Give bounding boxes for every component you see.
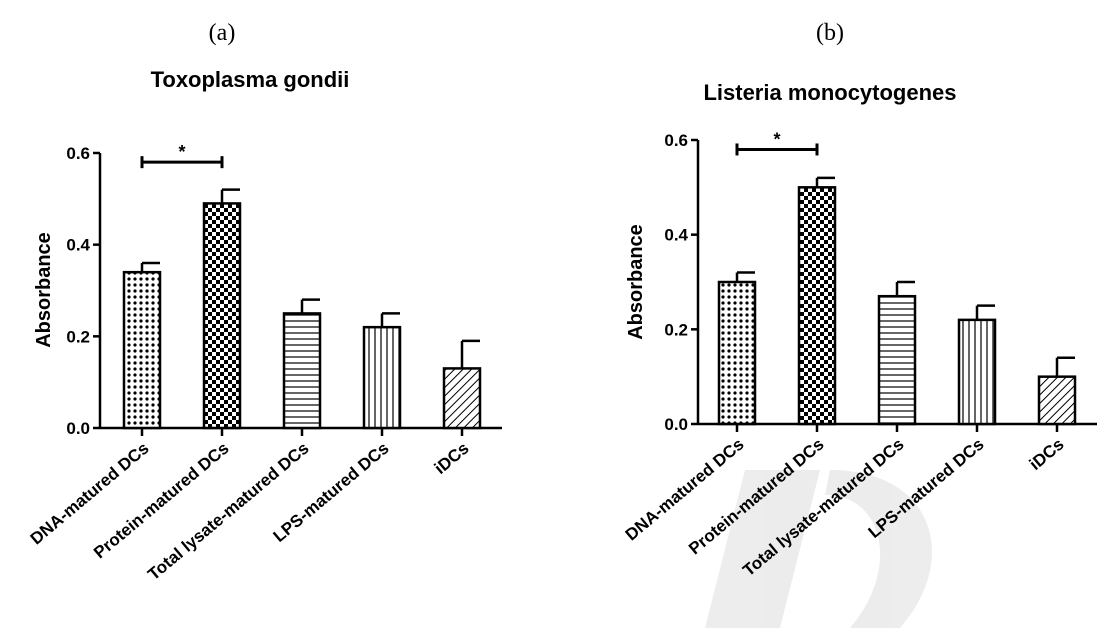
- chart-panel-a: (a) Toxoplasma gondii Absorbance 0.0 0.2 0.4 0…: [27, 20, 502, 584]
- y-axis-title-b: Absorbance: [625, 224, 647, 340]
- bar-a-2: [282, 312, 322, 430]
- bar-a-1: [202, 202, 242, 430]
- bar-b-1: [797, 186, 837, 426]
- bar-a-0: [122, 270, 162, 430]
- bar-b-3: [957, 318, 997, 426]
- significance-label-b: *: [773, 129, 780, 149]
- bar-b-0: [717, 280, 757, 426]
- panel-label-b: (b): [816, 20, 844, 46]
- y-tick-label-b-2: 0.4: [664, 226, 688, 245]
- category-label-a-1: Protein-matured DCs: [90, 439, 232, 563]
- category-label-a-4: iDCs: [431, 439, 473, 478]
- y-tick-label-b-3: 0.6: [664, 131, 688, 150]
- y-axis-title-a: Absorbance: [33, 232, 55, 348]
- watermark: [705, 470, 932, 628]
- bar-b-4: [1037, 375, 1077, 426]
- y-tick-label-a-1: 0.2: [66, 327, 90, 346]
- category-label-a-2: Total lysate-matured DCs: [144, 439, 312, 585]
- bar-b-2: [877, 294, 917, 426]
- panel-label-a: (a): [209, 20, 236, 46]
- y-tick-label-a-0: 0.0: [66, 419, 90, 438]
- chart-title-b: Listeria monocytogenes: [703, 80, 956, 105]
- category-label-b-4: iDCs: [1026, 435, 1068, 474]
- bar-a-4: [442, 367, 482, 430]
- y-tick-label-a-3: 0.6: [66, 144, 90, 163]
- y-tick-label-b-1: 0.2: [664, 320, 688, 339]
- significance-label-a: *: [178, 142, 185, 162]
- bar-a-3: [362, 325, 402, 430]
- chart-title-a: Toxoplasma gondii: [151, 67, 350, 92]
- y-tick-label-b-0: 0.0: [664, 415, 688, 434]
- y-tick-label-a-2: 0.4: [66, 236, 90, 255]
